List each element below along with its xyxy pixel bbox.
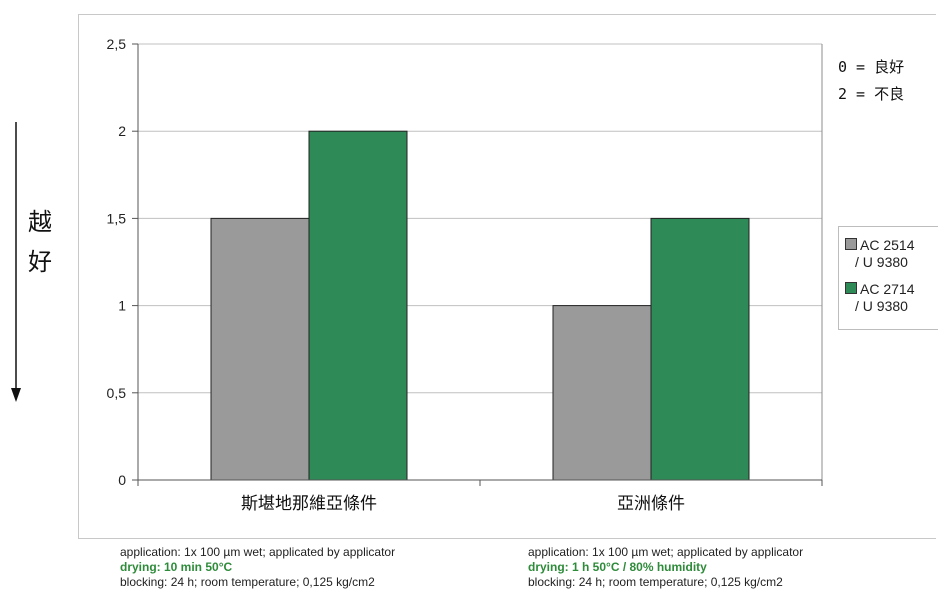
y-tick-label: 0,5: [107, 385, 127, 401]
legend-entry-series-1: AC 2514 / U 9380: [845, 237, 938, 271]
legend-swatch-series-1: [845, 238, 857, 250]
x-category-label: 斯堪地那維亞條件: [241, 494, 377, 514]
tick-labels: 0 0,5 1 1,5 2 2,5 斯堪地那維亞條件 亞洲條件: [107, 36, 685, 514]
side-label: 越 好: [28, 202, 58, 282]
bar-series-2-1: [308, 130, 408, 481]
y-tick-label: 1,5: [107, 210, 127, 226]
y-tick-label: 0: [118, 472, 126, 488]
legend-label-series-2-line2: / U 9380: [855, 298, 908, 314]
y-tick-label: 2: [118, 123, 126, 139]
legend-entry-series-2: AC 2714 / U 9380: [845, 281, 938, 315]
bars: [210, 130, 750, 481]
legend-label-series-2-line1: AC 2714: [860, 281, 915, 297]
legend-swatch-series-2: [845, 282, 857, 294]
y-tick-label: 1: [118, 298, 126, 314]
grade-annotation: 0 = 良好 2 = 不良: [838, 54, 938, 108]
note-drying: drying: 10 min 50°C: [120, 560, 233, 574]
y-tick-label: 2,5: [107, 36, 127, 52]
note-application: application: 1x 100 µm wet; applicated b…: [528, 545, 804, 559]
note-blocking: blocking: 24 h; room temperature; 0,125 …: [120, 575, 375, 589]
bar-series-1-2: [552, 305, 652, 481]
legend-label-series-1-line1: AC 2514: [860, 237, 915, 253]
note-application: application: 1x 100 µm wet; applicated b…: [120, 545, 396, 559]
bar-series-1-1: [210, 217, 310, 481]
legend-label-series-1-line2: / U 9380: [855, 254, 908, 270]
down-arrow-icon: [8, 120, 24, 409]
note-drying: drying: 1 h 50°C / 80% humidity: [528, 560, 707, 574]
conditions-note-left: application: 1x 100 µm wet; applicated b…: [120, 545, 520, 590]
bar-chart: 0 0,5 1 1,5 2 2,5 斯堪地那維亞條件 亞洲條件: [107, 36, 823, 514]
x-category-label: 亞洲條件: [617, 494, 685, 514]
grade-note-good: 0 = 良好: [838, 58, 905, 76]
grade-note-bad: 2 = 不良: [838, 85, 905, 103]
side-label-char-2: 好: [28, 248, 52, 276]
axes: [132, 43, 823, 486]
legend: AC 2514 / U 9380 AC 2714 / U 9380: [838, 226, 938, 330]
conditions-note-right: application: 1x 100 µm wet; applicated b…: [528, 545, 928, 590]
note-blocking: blocking: 24 h; room temperature; 0,125 …: [528, 575, 783, 589]
chart-frame: [78, 14, 936, 539]
side-label-char-1: 越: [28, 208, 52, 236]
bar-series-2-2: [650, 217, 750, 481]
